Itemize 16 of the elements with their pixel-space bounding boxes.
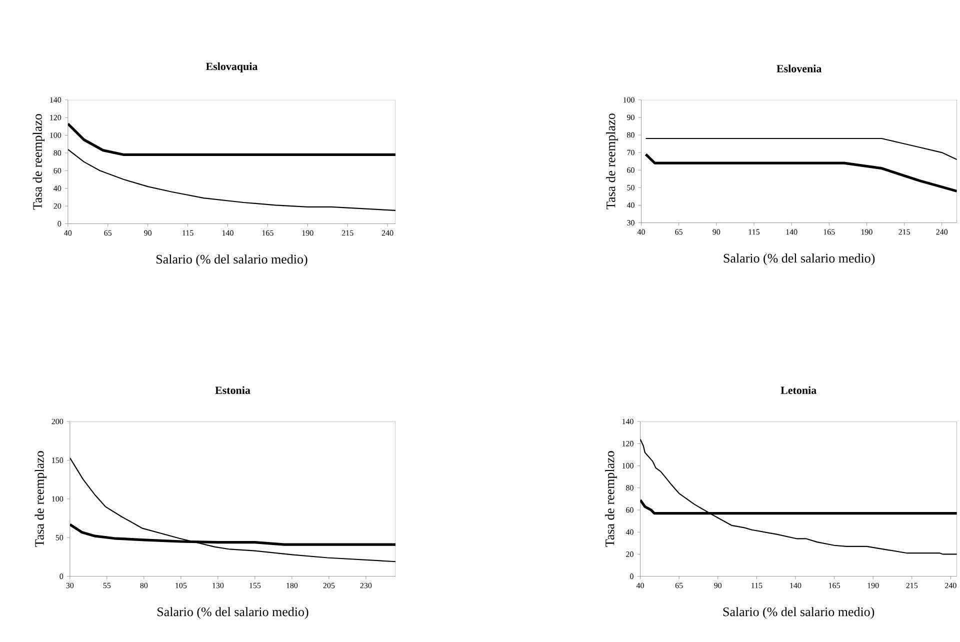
chart-title: Estonia — [215, 386, 250, 394]
x-axis-title: Salario (% del salario medio) — [156, 254, 308, 266]
y-axis-title: Tasa de reemplazo — [606, 113, 618, 210]
line-series — [68, 148, 396, 211]
x-axis-title: Salario (% del salario medio) — [158, 606, 308, 619]
chart-title: Eslovenia — [776, 64, 822, 72]
y-axis-title: Tasa de reemplazo — [605, 451, 617, 547]
x-axis-title: Salario (% del salario medio) — [723, 606, 874, 619]
chart-title: Letonia — [780, 386, 816, 394]
line-series — [68, 122, 396, 156]
line-series — [644, 152, 957, 192]
x-axis-title: Salario (% del salario medio) — [724, 253, 875, 266]
line-series — [645, 138, 957, 160]
y-axis-title: Tasa de reemplazo — [34, 451, 47, 547]
y-axis-title: Tasa de reemplazo — [32, 114, 45, 210]
chart-title: Eslovaquia — [206, 62, 258, 72]
